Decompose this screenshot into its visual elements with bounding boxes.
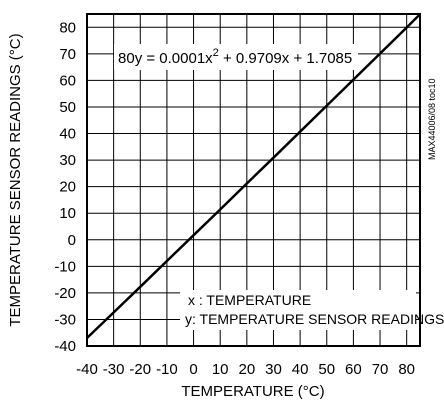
y-tick-label: 20 <box>59 179 76 196</box>
y-tick-label: -10 <box>54 258 76 275</box>
x-tick-label: 10 <box>212 361 229 378</box>
x-tick-label: 0 <box>189 361 197 378</box>
legend-x-label: x : TEMPERATURE <box>188 292 311 308</box>
series-line <box>86 13 421 339</box>
y-tick-label: -20 <box>54 285 76 302</box>
y-tick-label: 40 <box>59 126 76 143</box>
y-tick-label: -30 <box>54 311 76 328</box>
equation-suffix: + 0.9709x + 1.7085 <box>219 50 352 67</box>
y-tick-label: -40 <box>54 338 76 355</box>
y-tick-labels: 80 70 60 50 40 30 20 10 0 -10 -20 -30 -40 <box>54 19 76 355</box>
equation-corner-label: 80 <box>118 50 135 67</box>
equation-prefix: y = 0.0001x <box>135 50 213 67</box>
equation-exponent: 2 <box>213 47 219 59</box>
figure-id: MAX44006/08 toc10 <box>427 78 437 160</box>
equation-annotation: 80y = 0.0001x2 + 0.9709x + 1.7085 <box>118 47 352 67</box>
plot-frame <box>86 13 421 347</box>
x-tick-label: 50 <box>318 361 335 378</box>
y-tick-label: 30 <box>59 152 76 169</box>
series-line-group <box>86 13 421 339</box>
x-tick-label: 30 <box>265 361 282 378</box>
x-tick-label: 40 <box>292 361 309 378</box>
x-tick-label: -30 <box>103 361 125 378</box>
y-tick-label: 10 <box>59 205 76 222</box>
legend-background <box>180 290 416 330</box>
x-axis-label: TEMPERATURE (°C) <box>181 383 324 400</box>
x-tick-label: 80 <box>398 361 415 378</box>
y-tick-label: 70 <box>59 46 76 63</box>
y-tick-label: 0 <box>68 232 76 249</box>
x-tick-label: 20 <box>238 361 255 378</box>
legend-y-label: y: TEMPERATURE SENSOR READINGS <box>185 311 444 327</box>
x-tick-labels: -40 -30 -20 -10 0 10 20 30 40 50 60 70 80 <box>76 361 415 378</box>
x-tick-label: -10 <box>156 361 178 378</box>
x-tick-label: -20 <box>129 361 151 378</box>
x-tick-label: -40 <box>76 361 98 378</box>
y-axis-label: TEMPERATURE SENSOR READINGS (°C) <box>7 33 24 326</box>
y-tick-label: 80 <box>59 19 76 36</box>
x-tick-label: 70 <box>372 361 389 378</box>
x-tick-label: 60 <box>345 361 362 378</box>
equation-background <box>114 44 358 70</box>
y-tick-label: 60 <box>59 72 76 89</box>
y-tick-label: 50 <box>59 99 76 116</box>
